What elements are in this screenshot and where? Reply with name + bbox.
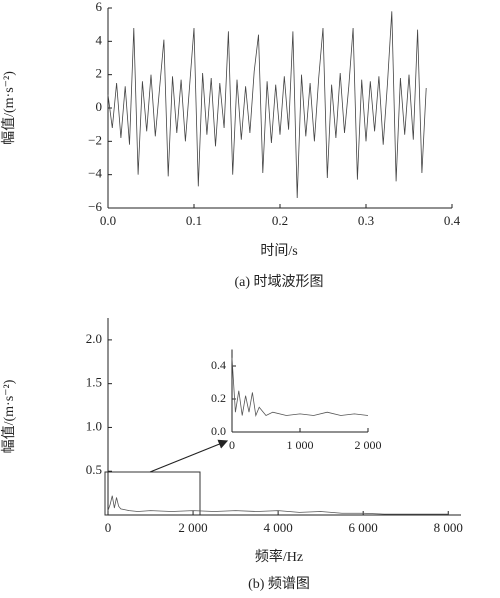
x-tick-label: 4 000 bbox=[263, 520, 292, 535]
y-tick-label: −4 bbox=[88, 166, 102, 181]
x-tick-label: 6 000 bbox=[349, 520, 378, 535]
y-tick-label: 1.5 bbox=[86, 375, 102, 390]
y-tick-label: 0.2 bbox=[211, 391, 226, 405]
signal-line bbox=[231, 357, 369, 417]
signal-line bbox=[107, 495, 449, 515]
x-axis-label: 频率/Hz bbox=[255, 548, 303, 565]
y-tick-label: 0.0 bbox=[211, 424, 226, 438]
x-tick-label: 2 000 bbox=[355, 438, 382, 452]
x-axis-label: 时间/s bbox=[260, 243, 297, 259]
y-tick-label: 0.5 bbox=[86, 462, 102, 477]
x-tick-label: 2 000 bbox=[178, 520, 207, 535]
y-axis-label: 幅值/(m·s⁻²) bbox=[1, 71, 17, 145]
x-tick-label: 0.2 bbox=[272, 213, 288, 228]
zoom-box bbox=[104, 471, 201, 516]
x-tick-label: 0.3 bbox=[358, 213, 374, 228]
y-tick-label: 2 bbox=[96, 66, 103, 81]
x-tick-label: 0.1 bbox=[186, 213, 202, 228]
x-tick-label: 0.0 bbox=[100, 213, 116, 228]
x-tick-label: 0 bbox=[229, 438, 235, 452]
y-tick-label: −2 bbox=[88, 132, 102, 147]
y-tick-label: 4 bbox=[96, 32, 103, 47]
y-tick-label: 6 bbox=[96, 0, 103, 14]
y-tick-label: 0.4 bbox=[211, 358, 226, 372]
x-tick-label: 0 bbox=[105, 520, 112, 535]
y-tick-label: 1.0 bbox=[86, 418, 102, 433]
x-tick-label: 8 000 bbox=[434, 520, 463, 535]
y-axis-label: 幅值/(m·s⁻²) bbox=[1, 379, 17, 453]
signal-line bbox=[107, 11, 427, 199]
zoom-arrow bbox=[149, 439, 229, 473]
x-tick-label: 1 000 bbox=[287, 438, 314, 452]
y-tick-label: 2.0 bbox=[86, 331, 102, 346]
x-tick-label: 0.4 bbox=[444, 213, 461, 228]
y-tick-label: 0 bbox=[96, 99, 103, 114]
caption: (a) 时域波形图 bbox=[234, 274, 323, 290]
y-tick-label: −6 bbox=[88, 199, 102, 214]
caption: (b) 频谱图 bbox=[248, 576, 310, 592]
